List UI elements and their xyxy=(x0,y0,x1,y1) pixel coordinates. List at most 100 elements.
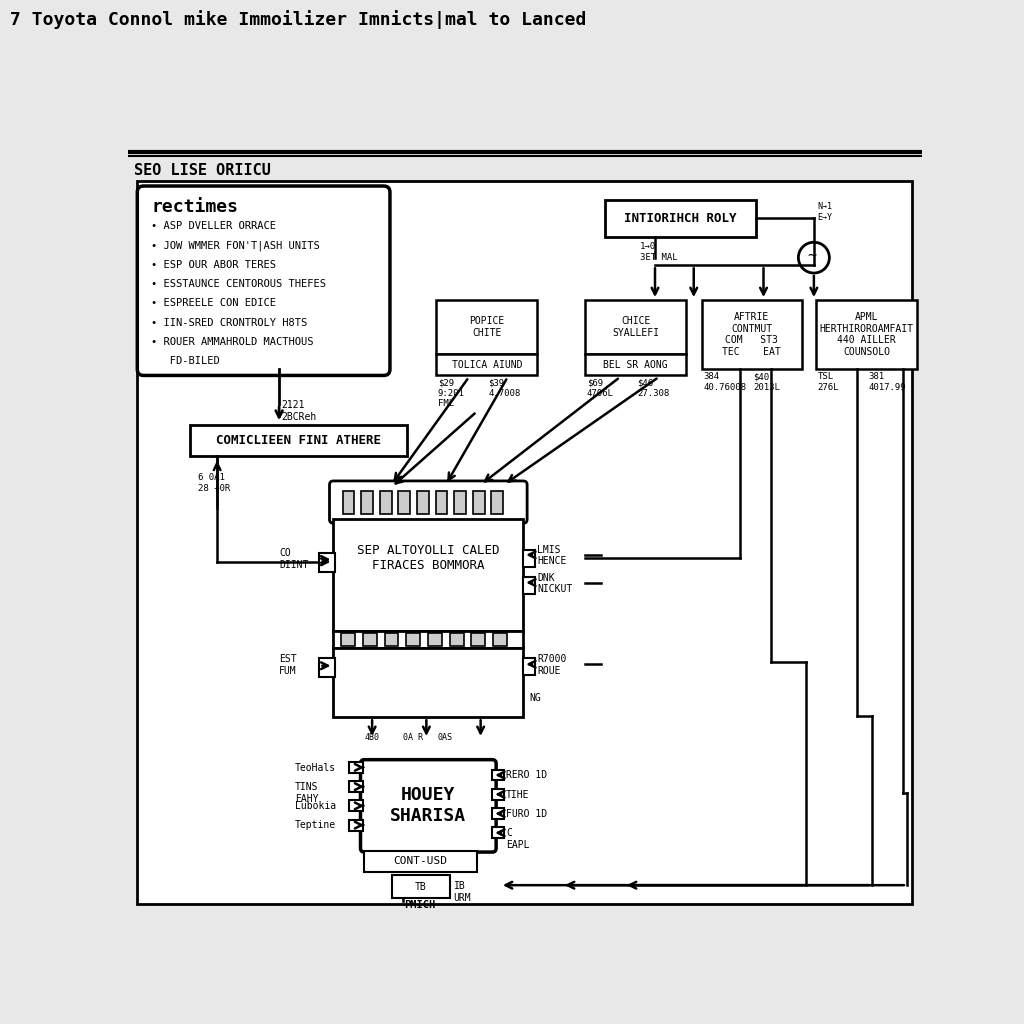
Bar xyxy=(334,631,523,648)
Text: SEO LISE ORIICU: SEO LISE ORIICU xyxy=(134,163,271,178)
FancyBboxPatch shape xyxy=(137,186,390,376)
Bar xyxy=(380,490,391,514)
Text: RERO 1D: RERO 1D xyxy=(506,770,547,780)
Bar xyxy=(319,658,335,677)
Text: TeoHals: TeoHals xyxy=(295,763,336,773)
Bar xyxy=(407,634,420,646)
Text: EST
FUM: EST FUM xyxy=(280,654,297,676)
Bar xyxy=(349,820,362,830)
Bar xyxy=(319,553,335,571)
Text: FD-BILED: FD-BILED xyxy=(152,356,220,367)
Bar xyxy=(341,634,355,646)
Text: 381
4017.99: 381 4017.99 xyxy=(868,373,906,392)
Bar xyxy=(398,490,410,514)
Text: $69
4706L: $69 4706L xyxy=(587,379,613,398)
Text: • ESP OUR ABOR TERES: • ESP OUR ABOR TERES xyxy=(152,260,276,270)
Text: CO
DIINT: CO DIINT xyxy=(280,548,308,569)
Text: 1→0
3ET MAL: 1→0 3ET MAL xyxy=(640,243,677,261)
Text: • ESPREELE CON EDICE: • ESPREELE CON EDICE xyxy=(152,298,276,308)
Bar xyxy=(701,300,802,370)
Bar xyxy=(586,300,686,354)
Bar xyxy=(361,490,373,514)
Bar xyxy=(365,851,477,872)
Text: • ESSTAUNCE CENTOROUS THEFES: • ESSTAUNCE CENTOROUS THEFES xyxy=(152,280,327,289)
Bar xyxy=(586,354,686,376)
Bar xyxy=(349,781,362,792)
Text: 2121
2BCReh: 2121 2BCReh xyxy=(282,400,316,422)
Text: C
EAPL: C EAPL xyxy=(506,828,529,850)
Text: SEP ALTOYOLLI CALED
FIRACES BOMMORA: SEP ALTOYOLLI CALED FIRACES BOMMORA xyxy=(356,544,499,572)
Text: 0A R: 0A R xyxy=(403,733,423,742)
Text: INTIORIHCH ROLY: INTIORIHCH ROLY xyxy=(624,212,736,225)
Text: $29
9:201
FML: $29 9:201 FML xyxy=(438,379,465,409)
Text: Teptine: Teptine xyxy=(295,820,336,830)
Text: $40
2013L: $40 2013L xyxy=(754,373,780,392)
Bar xyxy=(523,578,535,594)
Bar xyxy=(493,827,504,839)
Bar xyxy=(471,634,485,646)
Text: 6 0A1
28 +0R: 6 0A1 28 +0R xyxy=(198,473,230,493)
Text: • ASP DVELLER ORRACE: • ASP DVELLER ORRACE xyxy=(152,221,276,231)
Bar xyxy=(435,490,447,514)
Text: Lubokia: Lubokia xyxy=(295,801,336,811)
Text: TINS
EAHY: TINS EAHY xyxy=(295,782,318,804)
Text: TOLICA AIUND: TOLICA AIUND xyxy=(452,359,522,370)
Text: CHICE
SYALLEFI: CHICE SYALLEFI xyxy=(612,316,659,338)
Bar xyxy=(493,788,504,800)
Bar xyxy=(385,634,398,646)
Text: FURO 1D: FURO 1D xyxy=(506,809,547,819)
Bar xyxy=(493,770,504,780)
Text: CONT-USD: CONT-USD xyxy=(393,856,447,866)
Bar xyxy=(493,808,504,819)
Bar xyxy=(349,762,362,773)
Text: $39
4.7008: $39 4.7008 xyxy=(488,379,520,398)
Text: TIHE: TIHE xyxy=(506,790,529,800)
Text: NG: NG xyxy=(529,692,542,702)
Bar xyxy=(473,490,484,514)
Text: 4B0: 4B0 xyxy=(365,733,379,742)
Text: HOUEY
SHARISA: HOUEY SHARISA xyxy=(390,786,466,825)
Bar xyxy=(436,300,538,354)
Text: 7 Toyota Connol mike Immoilizer Imnicts|mal to Lanced: 7 Toyota Connol mike Immoilizer Imnicts|… xyxy=(10,10,587,30)
Text: $46
27.308: $46 27.308 xyxy=(637,379,670,398)
Bar xyxy=(816,300,916,370)
Bar xyxy=(349,801,362,811)
Bar xyxy=(362,634,377,646)
Text: N→1
E→Y: N→1 E→Y xyxy=(818,202,833,221)
Text: 384
40.76008: 384 40.76008 xyxy=(703,373,746,392)
Bar xyxy=(428,634,442,646)
Bar xyxy=(291,731,569,885)
Text: COMICLIEEN FINI ATHERE: COMICLIEEN FINI ATHERE xyxy=(216,433,381,446)
Bar xyxy=(417,490,429,514)
Bar xyxy=(334,648,523,718)
Text: rectimes: rectimes xyxy=(152,199,239,216)
Text: • JOW WMMER FON'T|ASH UNITS: • JOW WMMER FON'T|ASH UNITS xyxy=(152,241,319,251)
Bar xyxy=(523,658,535,675)
Text: APML
HERTHIROROAMFAIT
440 AILLER
COUNSOLO: APML HERTHIROROAMFAIT 440 AILLER COUNSOL… xyxy=(819,312,913,357)
Text: LMIS
HENCE: LMIS HENCE xyxy=(538,545,566,566)
FancyBboxPatch shape xyxy=(360,760,496,852)
Text: DNK
NICKUT: DNK NICKUT xyxy=(538,572,572,594)
Text: TSL
276L: TSL 276L xyxy=(818,373,840,392)
Bar xyxy=(334,519,523,631)
Bar xyxy=(492,490,503,514)
Text: IB
URM: IB URM xyxy=(454,882,471,903)
Bar xyxy=(391,876,450,898)
Text: PMICH: PMICH xyxy=(404,900,436,909)
Text: BEL SR AONG: BEL SR AONG xyxy=(603,359,668,370)
Text: TB: TB xyxy=(415,882,426,892)
Text: ~: ~ xyxy=(808,248,817,263)
Text: • ROUER AMMAHROLD MACTHOUS: • ROUER AMMAHROLD MACTHOUS xyxy=(152,337,313,347)
Bar xyxy=(604,200,756,237)
Text: R7000
ROUE: R7000 ROUE xyxy=(538,654,566,676)
Text: POPICE
CHITE: POPICE CHITE xyxy=(469,316,505,338)
Text: • IIN-SRED CRONTROLY H8TS: • IIN-SRED CRONTROLY H8TS xyxy=(152,317,307,328)
Bar xyxy=(190,425,407,456)
FancyBboxPatch shape xyxy=(330,481,527,523)
Bar xyxy=(450,634,464,646)
Text: 0AS: 0AS xyxy=(438,733,453,742)
Bar xyxy=(455,490,466,514)
Bar xyxy=(523,550,535,567)
Bar xyxy=(493,634,507,646)
Bar xyxy=(343,490,354,514)
